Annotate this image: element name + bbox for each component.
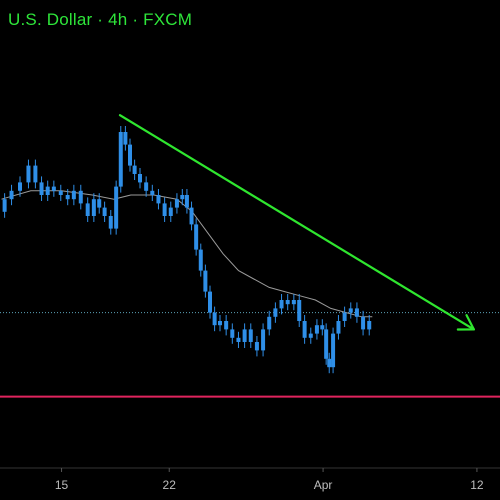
candle-body — [102, 207, 107, 216]
candle-body — [162, 203, 167, 216]
candle-body — [174, 199, 179, 208]
candle-body — [58, 190, 63, 195]
candle-body — [114, 186, 119, 229]
candle-body — [138, 174, 142, 183]
candle-body — [348, 308, 353, 313]
candle-body — [267, 316, 272, 330]
candle-body — [26, 165, 31, 183]
candle-body — [361, 316, 366, 330]
candles-group — [2, 126, 372, 374]
candle-body — [273, 308, 278, 317]
x-tick-label: Apr — [314, 478, 333, 492]
candle-body — [85, 203, 90, 216]
candle-body — [65, 195, 70, 200]
candle-body — [208, 291, 212, 313]
candle-body — [314, 325, 319, 334]
candle-body — [302, 321, 307, 338]
candle-body — [118, 132, 123, 187]
candle-body — [45, 186, 50, 195]
candle-body — [324, 329, 329, 359]
trendline[interactable] — [118, 114, 475, 331]
x-tick-label: 22 — [163, 478, 177, 492]
candle-body — [354, 308, 359, 317]
candle-body — [336, 321, 341, 334]
candle-body — [236, 337, 241, 342]
candle-body — [331, 333, 336, 368]
x-tick-label: 15 — [55, 478, 69, 492]
trendline-group[interactable] — [118, 114, 475, 331]
candle-body — [91, 199, 96, 216]
candle-body — [194, 224, 199, 250]
candle-body — [132, 165, 137, 174]
candle-body — [248, 329, 253, 342]
candle-body — [9, 190, 14, 200]
candle-body — [51, 186, 56, 191]
candle-body — [123, 132, 128, 145]
candle-body — [78, 190, 83, 204]
trendline-arrowhead — [456, 314, 475, 331]
candle-body — [198, 249, 203, 271]
candle-body — [189, 207, 194, 225]
candle-body — [168, 207, 173, 216]
candle-body — [180, 195, 185, 200]
candle-body — [33, 165, 38, 183]
candle-body — [327, 358, 332, 368]
chart-title: U.S. Dollar · 4h · FXCM — [8, 10, 193, 29]
candle-body — [150, 190, 155, 195]
candle-body — [128, 144, 132, 166]
candle-body — [39, 182, 44, 195]
candle-body — [156, 195, 161, 204]
candle-body — [184, 195, 189, 208]
candle-body — [285, 300, 290, 305]
candle-body — [230, 329, 235, 338]
candle-body — [71, 190, 76, 200]
candle-body — [2, 199, 7, 212]
candle-body — [261, 329, 266, 351]
candle-body — [242, 329, 247, 342]
candle-body — [218, 321, 222, 326]
candle-body — [97, 199, 102, 208]
candle-body — [297, 300, 302, 321]
candle-body — [367, 321, 372, 330]
candle-body — [224, 321, 229, 330]
candle-body — [108, 216, 113, 229]
candle-body — [203, 270, 208, 292]
candle-body — [18, 182, 22, 191]
candle-body — [279, 300, 284, 309]
time-axis[interactable]: 15 22 Apr 12 — [55, 468, 484, 492]
candle-body — [144, 182, 149, 191]
x-tick-label: 12 — [470, 478, 484, 492]
candle-body — [254, 342, 259, 351]
candle-body — [291, 300, 296, 305]
candle-body — [308, 333, 313, 338]
candle-body — [320, 325, 325, 330]
candle-body — [212, 312, 217, 326]
candle-body — [342, 312, 347, 321]
